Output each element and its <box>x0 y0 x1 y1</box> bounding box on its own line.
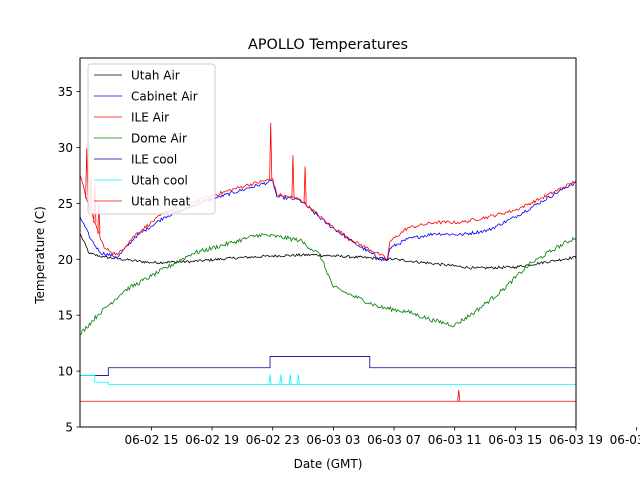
series-line-utah-air <box>80 233 576 270</box>
legend-box <box>87 63 216 215</box>
x-axis-label: Date (GMT) <box>294 457 363 471</box>
chart-title: APOLLO Temperatures <box>248 37 408 53</box>
spike-utah-cool <box>296 374 300 385</box>
y-tick-label: 30 <box>58 141 73 155</box>
x-tick-label: 06-03 07 <box>367 433 421 447</box>
spike-utah-heat <box>457 390 461 402</box>
y-tick-label: 10 <box>58 365 73 379</box>
series-line-ile-cool <box>80 356 576 376</box>
legend-label-dome-air: Dome Air <box>131 132 187 146</box>
y-tick-label: 5 <box>65 421 73 435</box>
x-tick-label: 06-03 15 <box>488 433 542 447</box>
spike-ile-air <box>85 148 89 199</box>
spike-utah-cool <box>268 374 272 385</box>
y-tick-label: 25 <box>58 197 73 211</box>
plot-frame <box>79 57 577 428</box>
x-tick-label: 06-03 23 <box>610 433 640 447</box>
spike-ile-air <box>291 155 295 198</box>
y-axis-label: Temperature (C) <box>33 206 47 305</box>
spike-ile-air <box>303 166 307 204</box>
x-tick-label: 06-03 11 <box>428 433 482 447</box>
legend: Utah Air Cabinet Air ILE Air Dome Air ILE co… <box>87 63 216 215</box>
y-tick-label: 15 <box>58 309 73 323</box>
series-line-dome-air <box>80 233 576 335</box>
legend-label-ile-air: ILE Air <box>131 111 169 125</box>
legend-label-utah-heat: Utah heat <box>131 195 191 209</box>
legend-label-ile-cool: ILE cool <box>131 153 177 167</box>
x-tick-label: 06-03 03 <box>306 433 360 447</box>
legend-label-cabinet-air: Cabinet Air <box>131 90 198 104</box>
y-tick-label: 35 <box>58 85 73 99</box>
x-tick-label: 06-03 19 <box>549 433 603 447</box>
series-line-utah-cool <box>80 375 576 385</box>
series-line-cabinet-air <box>80 179 576 262</box>
spike-utah-cool <box>288 374 292 385</box>
legend-label-utah-cool: Utah cool <box>131 174 188 188</box>
x-axis-ticks: 06-02 15 06-02 19 06-02 23 06-03 03 06-03 07… <box>124 427 640 447</box>
y-axis-ticks: 5 10 15 20 25 30 35 <box>58 85 80 435</box>
x-tick-label: 06-02 23 <box>246 433 300 447</box>
y-tick-label: 20 <box>58 253 73 267</box>
legend-label-utah-air: Utah Air <box>131 69 180 83</box>
spike-ile-air <box>269 122 273 180</box>
x-tick-label: 06-02 15 <box>124 433 178 447</box>
x-tick-label: 06-02 19 <box>185 433 239 447</box>
spike-utah-cool <box>279 374 283 385</box>
